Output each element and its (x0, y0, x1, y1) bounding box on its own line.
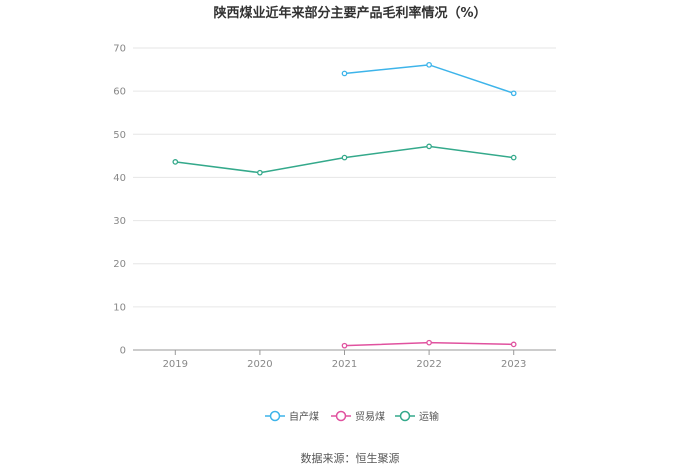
data-point[interactable] (172, 159, 179, 165)
legend-label: 自产煤 (289, 410, 319, 423)
legend-label: 贸易煤 (355, 410, 385, 423)
data-point[interactable] (510, 154, 517, 161)
legend-item[interactable]: 自产煤 (265, 410, 319, 423)
data-point[interactable] (426, 143, 432, 150)
y-tick-label: 40 (113, 173, 126, 184)
x-axis: 2019 2020 2021 2022 2023 (133, 349, 556, 370)
series-line (344, 64, 514, 95)
data-point[interactable] (426, 61, 432, 68)
gridlines (133, 47, 556, 308)
series-自产煤 (341, 61, 517, 97)
data-point[interactable] (426, 339, 432, 346)
legend-marker-icon (269, 410, 281, 422)
legend: 自产煤 贸易煤 运输 (265, 410, 439, 423)
series-layer (172, 61, 517, 349)
data-point[interactable] (257, 169, 263, 176)
series-运输 (172, 143, 517, 176)
data-point[interactable] (510, 341, 517, 348)
x-tick-label: 2020 (247, 359, 272, 370)
legend-marker-icon (399, 410, 411, 422)
y-axis: 0 10 20 30 40 50 60 70 (113, 44, 126, 357)
data-point[interactable] (341, 154, 348, 161)
x-tick-label: 2022 (416, 359, 441, 370)
legend-marker-icon (335, 410, 347, 422)
y-tick-label: 30 (113, 216, 126, 227)
data-point[interactable] (341, 70, 348, 77)
legend-item[interactable]: 贸易煤 (331, 410, 385, 423)
y-tick-label: 60 (113, 87, 126, 98)
source-note: 数据来源：恒生聚源 (301, 451, 400, 465)
y-tick-label: 20 (113, 259, 126, 270)
x-tick-label: 2021 (332, 359, 357, 370)
series-贸易煤 (341, 339, 517, 349)
legend-label: 运输 (419, 410, 439, 423)
data-point[interactable] (510, 90, 517, 97)
y-tick-label: 50 (113, 130, 126, 141)
x-tick-label: 2023 (501, 359, 526, 370)
legend-item[interactable]: 运输 (395, 410, 439, 423)
y-tick-label: 70 (113, 44, 126, 55)
y-tick-label: 10 (113, 302, 126, 313)
y-tick-label: 0 (120, 346, 126, 357)
x-tick-label: 2019 (163, 359, 188, 370)
chart-title: 陕西煤业近年来部分主要产品毛利率情况（%） (213, 5, 486, 21)
data-point[interactable] (341, 342, 348, 349)
